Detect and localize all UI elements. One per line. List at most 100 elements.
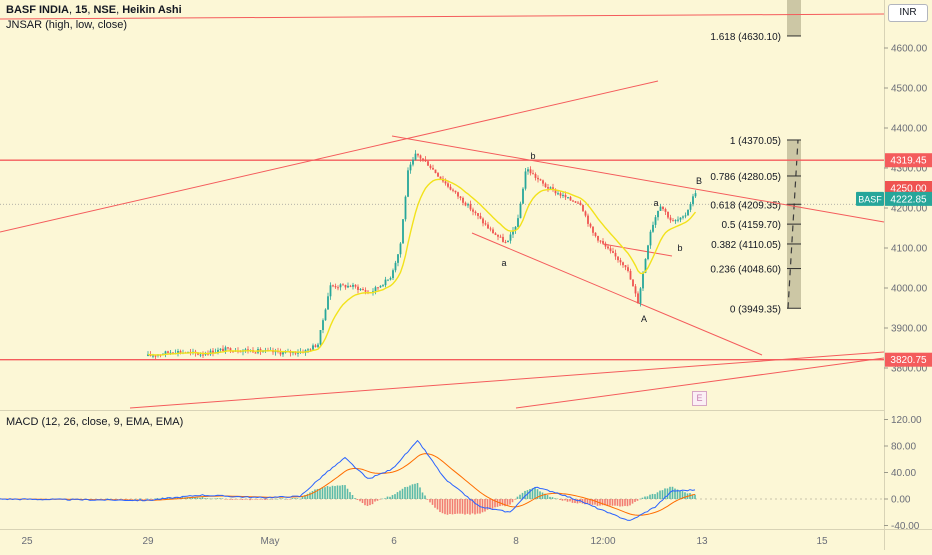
currency-button[interactable]: INR: [888, 4, 928, 22]
macd-histogram-bar: [546, 495, 549, 499]
macd-histogram-bar: [694, 494, 696, 499]
macd-histogram-bar: [304, 495, 306, 499]
macd-histogram-bar: [486, 499, 489, 510]
candle-body: [527, 169, 529, 172]
macd-histogram-bar: [411, 484, 414, 499]
macd-histogram-bar: [174, 497, 176, 499]
trendline: [471, 232, 763, 356]
trendline-layer: [0, 13, 885, 409]
macd-histogram-bar: [659, 490, 661, 499]
candle-body: [397, 254, 399, 263]
macd-histogram-bar: [416, 483, 419, 499]
macd-histogram-bar: [406, 486, 409, 499]
fib-extension-band: [787, 0, 801, 36]
macd-histogram-bar: [196, 497, 199, 499]
macd-legend[interactable]: MACD (12, 26, close, 9, EMA, EMA): [6, 416, 184, 428]
candle-body: [652, 224, 654, 232]
price-scale-label: [885, 153, 932, 168]
candle-body: [499, 236, 502, 238]
candle-body: [587, 215, 589, 224]
macd-histogram-bar: [194, 497, 196, 499]
candle-body: [544, 183, 547, 188]
price-axis: 4600.00 4500.00 4400.00 4300.00 4200.00 4100.…: [884, 44, 928, 375]
macd-histogram-bar: [609, 499, 611, 506]
macd-histogram-bar: [216, 498, 219, 499]
macd-histogram-bar: [664, 488, 666, 499]
macd-histogram-bar: [274, 498, 276, 500]
candle-body: [492, 229, 494, 234]
macd-histogram-bar: [404, 487, 406, 499]
candle-body: [254, 352, 257, 354]
macd-tick-label: -40.00: [891, 521, 920, 532]
macd-histogram-bar: [211, 498, 214, 500]
macd-histogram-bar: [261, 499, 264, 500]
macd-histogram-bar: [434, 499, 436, 508]
earnings-marker[interactable]: E: [692, 391, 707, 406]
fib-level-layer: 1.618 (4630.10) 1 (4370.05) 0.786 (4280.05…: [0, 32, 884, 315]
macd-histogram-bar: [244, 499, 246, 500]
macd-histogram-bar: [291, 498, 294, 499]
macd-histogram-bar: [484, 499, 486, 512]
macd-histogram-bar: [151, 499, 154, 500]
macd-histogram-bar: [134, 498, 136, 500]
macd-histogram-bar: [306, 493, 309, 499]
macd-histogram-bar: [491, 499, 494, 509]
candle-body: [487, 224, 489, 229]
candle-body: [224, 347, 227, 352]
candle-body: [307, 349, 309, 351]
candle-body: [612, 251, 614, 253]
candle-body: [589, 223, 592, 227]
candle-body: [659, 206, 662, 211]
candle-body: [279, 351, 282, 355]
macd-histogram-bar: [344, 485, 346, 499]
macd-histogram-bar: [436, 499, 439, 510]
macd-histogram-bar: [676, 489, 679, 499]
macd-histogram-bar: [429, 499, 431, 503]
macd-histogram-bar: [536, 489, 539, 499]
macd-histogram-bar: [246, 499, 249, 500]
candle-body: [374, 287, 377, 292]
price-scale-label-text: 4222.85: [890, 194, 927, 205]
candle-body: [507, 240, 509, 243]
candle-body: [657, 210, 659, 218]
macd-histogram-bar: [449, 499, 451, 514]
candle-body: [637, 293, 639, 304]
candle-body: [617, 256, 619, 261]
wave-label: A: [641, 314, 647, 324]
macd-histogram-bar: [361, 499, 364, 504]
candle-body: [562, 194, 564, 196]
candle-body: [457, 192, 459, 197]
candle-body: [579, 202, 582, 206]
price-tick-label: 4300.00: [891, 164, 928, 175]
candle-body: [664, 209, 667, 212]
macd-histogram-bar: [691, 494, 694, 499]
candle-body: [432, 167, 434, 170]
macd-histogram-bar: [234, 499, 236, 500]
price-tick-label: 4200.00: [891, 204, 928, 215]
candle-body: [504, 241, 507, 243]
macd-histogram-bar: [384, 498, 386, 499]
candle-body: [542, 180, 544, 184]
candle-body: [394, 262, 397, 271]
macd-histogram-bar: [516, 496, 519, 499]
candle-body: [177, 351, 179, 354]
macd-histogram-bar: [504, 499, 506, 507]
time-tick-label: May: [261, 536, 280, 547]
candle-body: [384, 279, 387, 286]
macd-histogram-bar: [481, 499, 484, 513]
macd-histogram-bar: [646, 496, 649, 499]
time-axis: 25 29 May 6 8 12:00 13 15: [21, 536, 828, 547]
macd-histogram-bar: [329, 486, 331, 499]
candle-body: [609, 248, 612, 252]
macd-histogram-bar: [566, 499, 569, 502]
macd-histogram-bar: [524, 490, 526, 499]
macd-histogram-bar: [379, 499, 381, 500]
horizontal-line-layer: [0, 159, 884, 361]
macd-histogram-bar: [301, 496, 304, 499]
candle-body: [469, 204, 472, 210]
indicator-legend[interactable]: JNSAR (high, low, close): [6, 19, 128, 31]
wave-label: b: [677, 243, 682, 253]
macd-histogram-bar: [581, 499, 584, 504]
macd-histogram-bar: [616, 499, 619, 506]
